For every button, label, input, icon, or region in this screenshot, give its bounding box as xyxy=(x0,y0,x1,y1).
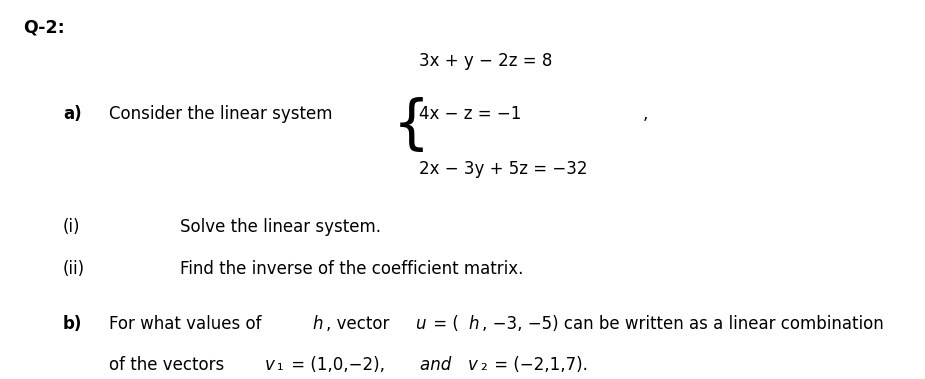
Text: b): b) xyxy=(63,315,82,333)
Text: {: { xyxy=(393,97,430,153)
Text: v: v xyxy=(265,356,275,374)
Text: v: v xyxy=(467,356,477,374)
Text: h: h xyxy=(468,315,478,333)
Text: (ii): (ii) xyxy=(63,260,85,278)
Text: u: u xyxy=(414,315,426,333)
Text: a): a) xyxy=(63,105,81,123)
Text: of the vectors: of the vectors xyxy=(109,356,229,374)
Text: h: h xyxy=(313,315,323,333)
Text: ₁: ₁ xyxy=(278,356,284,374)
Text: Consider the linear system: Consider the linear system xyxy=(109,105,333,123)
Text: Q-2:: Q-2: xyxy=(23,19,65,37)
Text: 2x − 3y + 5z = −32: 2x − 3y + 5z = −32 xyxy=(419,160,587,178)
Text: 3x + y − 2z = 8: 3x + y − 2z = 8 xyxy=(419,52,552,70)
Text: = (1,0,−2),: = (1,0,−2), xyxy=(286,356,390,374)
Text: = (−2,1,7).: = (−2,1,7). xyxy=(489,356,588,374)
Text: 4x − z = −1: 4x − z = −1 xyxy=(419,105,522,123)
Text: , −3, −5) can be written as a linear combination: , −3, −5) can be written as a linear com… xyxy=(482,315,883,333)
Text: For what values of: For what values of xyxy=(109,315,267,333)
Text: , vector: , vector xyxy=(327,315,395,333)
Text: = (: = ( xyxy=(428,315,459,333)
Text: ,: , xyxy=(643,105,648,123)
Text: Find the inverse of the coefficient matrix.: Find the inverse of the coefficient matr… xyxy=(180,260,524,278)
Text: Solve the linear system.: Solve the linear system. xyxy=(180,218,381,236)
Text: and: and xyxy=(421,356,457,374)
Text: ₂: ₂ xyxy=(480,356,487,374)
Text: (i): (i) xyxy=(63,218,80,236)
